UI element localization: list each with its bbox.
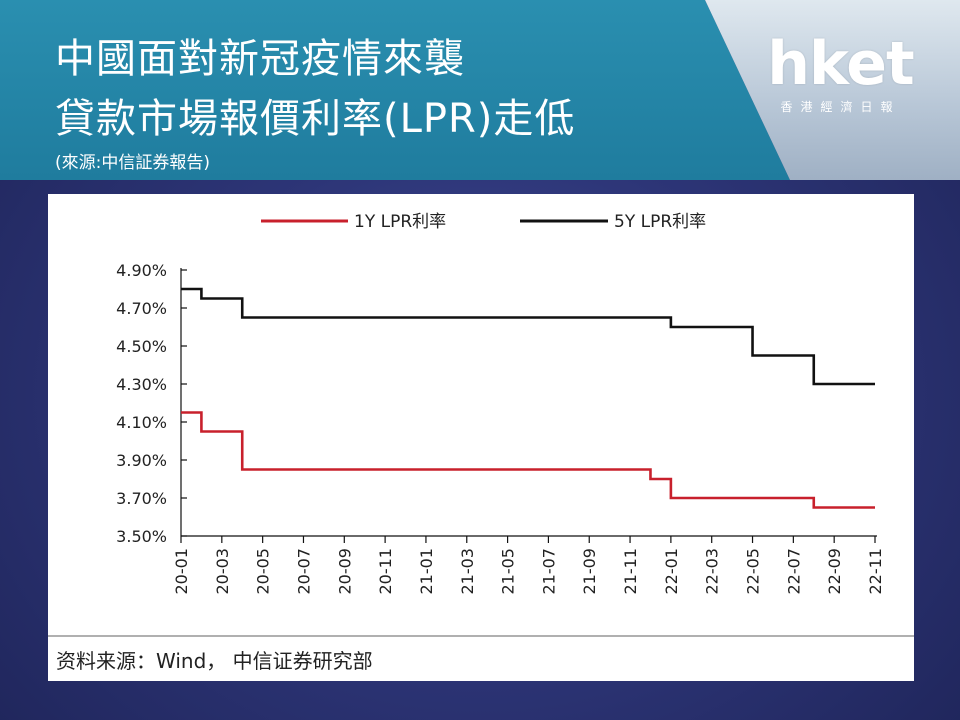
x-tick-label: 20-01 <box>172 548 191 595</box>
x-tick-label: 22-05 <box>744 548 763 595</box>
logo-wordmark: hket <box>767 29 914 99</box>
y-tick-label: 3.90% <box>116 451 167 470</box>
x-tick-label: 21-01 <box>417 548 436 595</box>
x-tick-label: 21-07 <box>539 548 558 595</box>
legend-label-5y: 5Y LPR利率 <box>614 212 706 232</box>
title-banner <box>0 0 790 180</box>
page-title-line2: 貸款市場報價利率(LPR)走低 <box>55 96 576 142</box>
x-tick-label: 22-11 <box>866 548 885 595</box>
y-tick-label: 4.30% <box>116 375 167 394</box>
x-tick-label: 22-03 <box>703 548 722 595</box>
legend-label-1y: 1Y LPR利率 <box>354 212 446 232</box>
y-tick-label: 3.50% <box>116 527 167 546</box>
x-tick-label: 20-11 <box>376 548 395 595</box>
x-tick-label: 21-11 <box>621 548 640 595</box>
x-tick-label: 20-05 <box>254 548 273 595</box>
page-title-line1: 中國面對新冠疫情來襲 <box>55 36 465 82</box>
x-tick-label: 21-05 <box>499 548 518 595</box>
chart-source-text: 资料来源：Wind， 中信证券研究部 <box>56 649 373 673</box>
hket-logo: hket 香港經濟日報 <box>758 34 923 115</box>
x-tick-label: 20-09 <box>335 548 354 595</box>
chart-footer: 资料来源：Wind， 中信证券研究部 <box>48 635 914 681</box>
chart-card: 4.90% 4.70% 4.50% 4.30% 4.10% 3.90% 3.70% 3.50%… <box>48 194 914 681</box>
y-tick-label: 4.90% <box>116 261 167 280</box>
y-tick-label: 4.50% <box>116 337 167 356</box>
x-tick-label: 22-01 <box>662 548 681 595</box>
x-tick-label: 22-09 <box>825 548 844 595</box>
x-tick-label: 21-03 <box>458 548 477 595</box>
header-source: (來源:中信証券報告) <box>55 153 210 173</box>
x-tick-label: 20-03 <box>213 548 232 595</box>
series-line-1y-lpr <box>181 411 875 509</box>
lpr-line-chart: 4.90% 4.70% 4.50% 4.30% 4.10% 3.90% 3.70% 3.50%… <box>116 212 885 595</box>
y-tick-label: 4.70% <box>116 299 167 318</box>
x-tick-label: 20-07 <box>294 548 313 595</box>
logo-subtitle: 香港經濟日報 <box>780 100 901 114</box>
x-tick-label: 21-09 <box>580 548 599 595</box>
series-line-5y-lpr <box>181 287 875 386</box>
y-tick-label: 3.70% <box>116 489 167 508</box>
y-tick-label: 4.10% <box>116 413 167 432</box>
x-tick-label: 22-07 <box>784 548 803 595</box>
